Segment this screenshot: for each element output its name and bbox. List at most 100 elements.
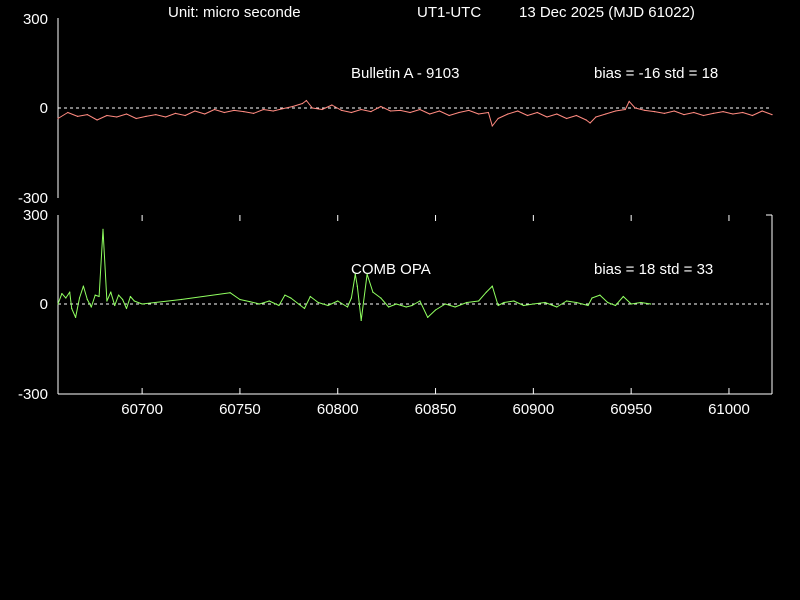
data-point-bulletin-a bbox=[145, 115, 147, 117]
data-point-comb-opa bbox=[98, 295, 100, 298]
data-point-comb-opa bbox=[366, 273, 368, 275]
data-point-comb-opa bbox=[356, 285, 358, 287]
data-point-bulletin-a bbox=[546, 116, 548, 118]
unit-label: Unit: micro seconde bbox=[168, 4, 301, 21]
x-tick-label: 60950 bbox=[610, 401, 652, 418]
data-point-bulletin-a bbox=[761, 110, 763, 112]
data-point-bulletin-a bbox=[585, 119, 587, 121]
data-point-comb-opa bbox=[114, 304, 116, 307]
data-point-bulletin-a bbox=[663, 112, 666, 114]
data-point-bulletin-a bbox=[116, 116, 118, 118]
panel-comb-opa-y-tick-300: 300 bbox=[23, 207, 48, 224]
data-point-comb-opa bbox=[350, 297, 352, 299]
data-point-bulletin-a bbox=[135, 117, 137, 120]
x-tick-label: 60700 bbox=[121, 401, 163, 418]
data-point-bulletin-a bbox=[194, 110, 196, 112]
data-point-bulletin-a bbox=[491, 125, 493, 127]
data-point-comb-opa bbox=[75, 316, 77, 318]
data-point-bulletin-a bbox=[292, 105, 294, 108]
panel-comb-opa-series-label: COMB OPA bbox=[351, 261, 431, 278]
data-point-comb-opa bbox=[395, 303, 397, 305]
data-point-comb-opa bbox=[78, 297, 81, 299]
data-point-bulletin-a bbox=[262, 108, 264, 111]
data-point-comb-opa bbox=[290, 297, 292, 299]
data-point-bulletin-a bbox=[305, 99, 307, 102]
data-point-comb-opa bbox=[69, 291, 71, 293]
data-point-bulletin-a bbox=[106, 114, 108, 117]
panel-comb-opa-series bbox=[57, 228, 652, 321]
data-point-bulletin-a bbox=[458, 111, 460, 114]
data-point-comb-opa bbox=[309, 295, 311, 298]
panel-bulletin-a-series bbox=[57, 99, 773, 127]
data-point-comb-opa bbox=[372, 291, 374, 293]
data-point-comb-opa bbox=[630, 303, 632, 305]
data-point-bulletin-a bbox=[331, 104, 333, 106]
panel-comb-opa-y-tick-minus-300: -300 bbox=[18, 386, 48, 403]
data-point-comb-opa bbox=[65, 297, 67, 299]
data-point-bulletin-a bbox=[370, 111, 372, 113]
date-label: 13 Dec 2025 (MJD 61022) bbox=[519, 4, 695, 21]
data-point-bulletin-a bbox=[589, 122, 591, 124]
panel-bulletin-a: 300 0 -300 Bulletin A - 9103 bias = -16 … bbox=[18, 11, 773, 207]
data-point-bulletin-a bbox=[341, 109, 343, 111]
data-point-bulletin-a bbox=[213, 108, 216, 111]
data-point-bulletin-a bbox=[478, 113, 480, 115]
data-point-bulletin-a bbox=[409, 111, 411, 114]
data-point-comb-opa bbox=[650, 303, 652, 305]
data-point-bulletin-a bbox=[751, 114, 754, 117]
data-point-bulletin-a bbox=[487, 111, 489, 114]
x-tick-label: 60800 bbox=[317, 401, 359, 418]
data-point-comb-opa bbox=[317, 301, 319, 304]
data-point-bulletin-a bbox=[712, 112, 714, 114]
panel-comb-opa-stats: bias = 18 std = 33 bbox=[594, 261, 713, 278]
data-point-comb-opa bbox=[523, 304, 525, 307]
data-point-bulletin-a bbox=[654, 111, 656, 113]
data-point-comb-opa bbox=[118, 294, 120, 296]
data-point-comb-opa bbox=[284, 294, 286, 296]
data-point-bulletin-a bbox=[771, 114, 773, 116]
data-point-comb-opa bbox=[125, 307, 128, 310]
data-point-comb-opa bbox=[591, 297, 593, 299]
panel-bulletin-a-series-label: Bulletin A - 9103 bbox=[351, 65, 459, 82]
data-point-bulletin-a bbox=[399, 109, 401, 111]
data-point-bulletin-a bbox=[86, 114, 88, 116]
data-point-comb-opa bbox=[614, 304, 617, 307]
data-point-comb-opa bbox=[427, 316, 429, 318]
data-point-bulletin-a bbox=[223, 111, 225, 114]
data-point-bulletin-a bbox=[722, 111, 724, 113]
data-point-bulletin-a bbox=[282, 108, 284, 110]
data-point-comb-opa bbox=[466, 301, 468, 304]
data-point-bulletin-a bbox=[419, 108, 421, 111]
data-point-bulletin-a bbox=[556, 113, 558, 115]
data-point-comb-opa bbox=[106, 300, 108, 302]
data-point-comb-opa bbox=[102, 228, 104, 230]
data-point-bulletin-a bbox=[360, 108, 362, 111]
panel-bulletin-a-y-tick-300: 300 bbox=[23, 11, 48, 28]
data-point-comb-opa bbox=[544, 301, 546, 304]
data-point-comb-opa bbox=[337, 300, 339, 302]
data-point-bulletin-a bbox=[429, 113, 431, 115]
data-point-comb-opa bbox=[556, 306, 558, 308]
data-point-comb-opa bbox=[298, 303, 300, 305]
data-point-bulletin-a bbox=[243, 111, 245, 113]
data-point-comb-opa bbox=[327, 304, 329, 307]
data-point-bulletin-a bbox=[350, 111, 352, 114]
series-line-bulletin-a bbox=[57, 100, 773, 127]
data-point-comb-opa bbox=[360, 319, 362, 321]
data-point-bulletin-a bbox=[605, 113, 607, 115]
data-point-bulletin-a bbox=[67, 111, 69, 114]
data-point-bulletin-a bbox=[380, 105, 382, 108]
panel-comb-opa: 300 0 -300 COMB OPA bias = 18 std = 33 6… bbox=[18, 207, 773, 418]
series-line-comb-opa bbox=[57, 228, 651, 321]
data-point-comb-opa bbox=[607, 301, 609, 304]
data-point-comb-opa bbox=[110, 291, 112, 293]
data-point-comb-opa bbox=[180, 298, 182, 301]
data-point-comb-opa bbox=[444, 303, 446, 305]
data-point-comb-opa bbox=[388, 306, 390, 308]
data-point-bulletin-a bbox=[321, 108, 323, 111]
data-point-comb-opa bbox=[485, 291, 487, 293]
data-point-comb-opa bbox=[61, 293, 63, 295]
data-point-bulletin-a bbox=[57, 117, 59, 120]
